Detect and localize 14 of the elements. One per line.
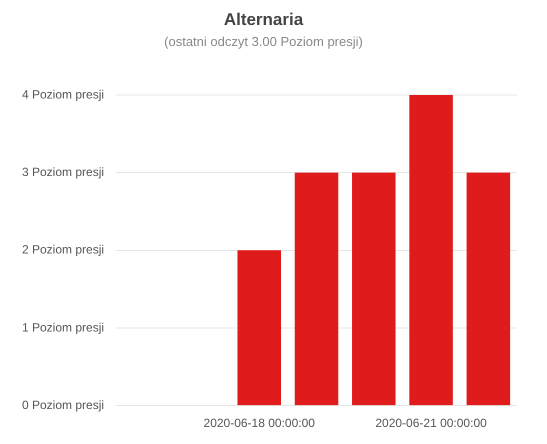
chart-title: Alternaria: [224, 10, 304, 29]
bar: [352, 172, 396, 406]
bar: [294, 172, 338, 406]
x-tick-label: 2020-06-18 00:00:00: [204, 416, 316, 430]
bar: [466, 172, 510, 406]
y-tick-label: 2 Poziom presji: [22, 242, 104, 257]
bar: [237, 250, 281, 406]
chart-subtitle: (ostatni odczyt 3.00 Poziom presji): [164, 34, 363, 49]
y-tick-label: 0 Poziom presji: [22, 398, 104, 412]
y-tick-label: 3 Poziom presji: [22, 164, 104, 179]
y-tick-label: 4 Poziom presji: [22, 87, 104, 102]
x-tick-label: 2020-06-21 00:00:00: [375, 416, 488, 430]
bar: [409, 95, 453, 406]
y-tick-label: 1 Poziom presji: [22, 320, 104, 334]
